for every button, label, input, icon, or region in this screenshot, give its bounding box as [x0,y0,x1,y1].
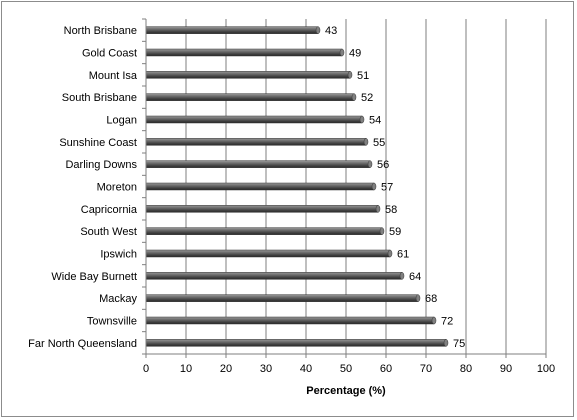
bar-end-cap [371,182,377,191]
x-tick-label: 80 [460,363,472,375]
x-tick-label: 70 [420,363,432,375]
category-label: Mount Isa [89,70,138,82]
bar-sunshine-coast [145,138,367,146]
bar-south-brisbane [145,93,355,101]
data-label: 43 [325,25,337,37]
bar-end-cap [431,316,437,325]
bar-mount-isa [145,71,351,79]
category-label: Darling Downs [65,159,137,171]
x-tick-label: 100 [537,363,555,375]
x-tick-label: 60 [380,363,392,375]
x-tick-label: 30 [260,363,272,375]
data-label: 56 [377,159,389,171]
x-tick-label: 90 [500,363,512,375]
data-label: 52 [361,92,373,104]
category-label: Ipswich [100,249,137,261]
data-label: 61 [397,249,409,261]
x-tick-label: 40 [300,363,312,375]
bar-darling-downs [145,160,371,168]
x-tick-label: 10 [180,363,192,375]
bar-logan [145,115,363,124]
data-label: 59 [389,226,401,238]
data-label: 68 [425,293,437,305]
bar-north-brisbane [145,26,319,34]
category-label: South Brisbane [62,92,137,104]
data-label: 49 [349,48,361,60]
category-label: South West [80,226,137,238]
data-label: 51 [357,70,369,82]
bar-capricornia [145,205,379,213]
x-tick-label: 0 [143,363,149,375]
data-label: 58 [385,204,397,216]
category-label: Far North Queensland [28,338,137,350]
data-label: 72 [441,316,453,328]
bar-end-cap [359,115,365,124]
data-label: 64 [409,271,421,283]
bar-far-north-queensland [145,339,447,347]
bar-end-cap [363,138,369,146]
bar-gold-coast [145,48,343,57]
bar-moreton [145,182,375,191]
category-label: Townsville [87,316,137,328]
bar-end-cap [339,48,345,57]
category-label: Gold Coast [82,48,137,60]
bar-end-cap [379,227,385,235]
axes: 0 10 20 30 40 50 60 70 80 90 100 North Brisbane Gold… [28,18,555,375]
bar-ipswich [145,249,391,258]
data-label: 57 [381,182,393,194]
bar-end-cap [399,272,405,280]
bar-end-cap [351,93,357,101]
data-label: 55 [373,137,385,149]
bar-end-cap [387,249,393,258]
bar-end-cap [347,71,353,79]
bar-townsville [145,316,435,325]
x-axis-title: Percentage (%) [306,385,386,397]
bar-end-cap [367,160,373,168]
bar-end-cap [315,26,321,34]
category-label: Moreton [97,182,137,194]
category-label: Logan [106,115,137,127]
bar-mackay [145,294,419,302]
category-label: North Brisbane [64,25,137,37]
bar-south-west [145,227,383,235]
category-label: Capricornia [81,204,138,216]
bar-wide-bay-burnett [145,272,403,280]
data-label: 54 [369,115,381,127]
category-label: Sunshine Coast [59,137,137,149]
bar-end-cap [415,294,421,302]
x-tick-label: 20 [220,363,232,375]
category-label: Wide Bay Burnett [51,271,137,283]
bar-end-cap [443,339,449,347]
data-label: 75 [453,338,465,350]
x-tick-label: 50 [340,363,352,375]
bar-end-cap [375,205,381,213]
category-label: Mackay [99,293,137,305]
